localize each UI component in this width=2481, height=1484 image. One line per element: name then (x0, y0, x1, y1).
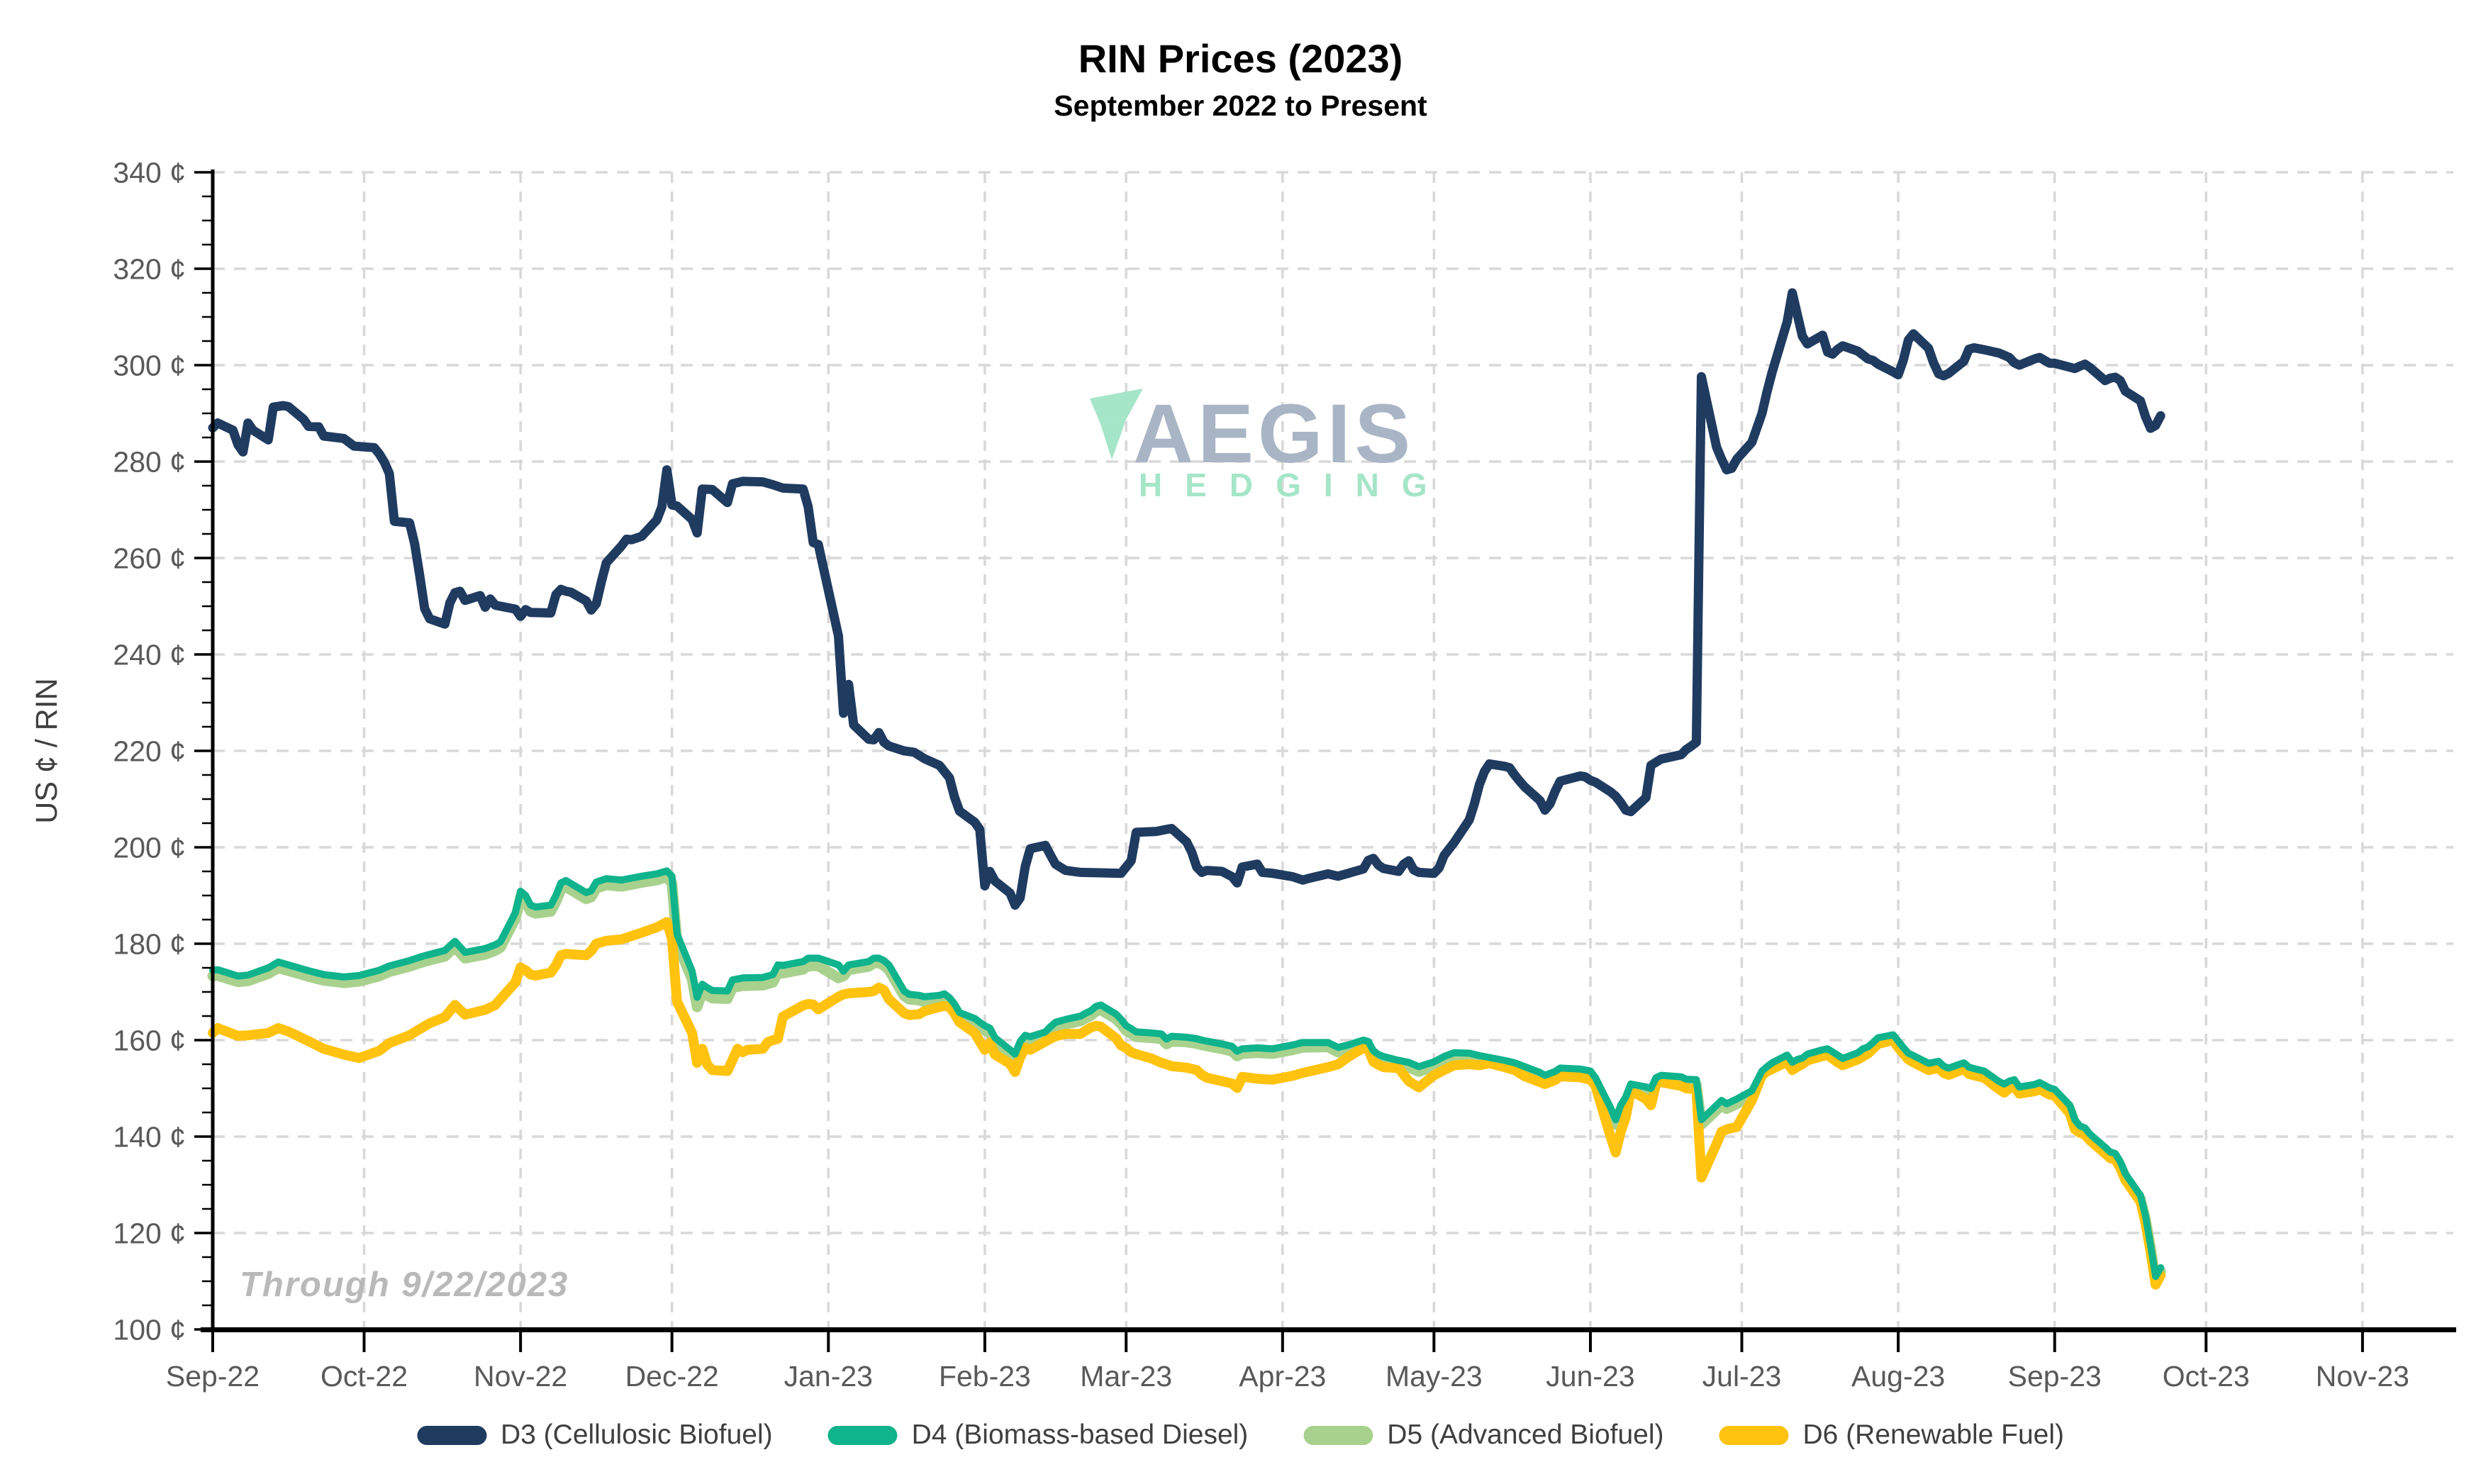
y-tick-label: 220 ¢ (113, 735, 186, 767)
y-tick-label: 260 ¢ (113, 542, 186, 574)
x-tick-label: Jun-23 (1546, 1360, 1634, 1393)
legend-item-d3: D3 (Cellulosic Biofuel) (416, 1419, 773, 1451)
y-tick-label: 300 ¢ (113, 349, 186, 381)
legend-label-d4: D4 (Biomass-based Diesel) (911, 1419, 1249, 1450)
legend-swatch-d6 (1719, 1425, 1789, 1445)
y-tick-label: 200 ¢ (113, 831, 186, 864)
x-tick-label: Sep-23 (2008, 1360, 2102, 1393)
y-tick-label: 240 ¢ (113, 638, 186, 671)
series-d6-line (208, 917, 2166, 1290)
y-tick-label: 180 ¢ (113, 927, 186, 960)
legend-swatch-d5 (1303, 1425, 1373, 1445)
y-tick-label: 160 ¢ (113, 1024, 186, 1056)
watermark-subtext: HEDGING (1139, 467, 1450, 503)
y-tick-label: 280 ¢ (113, 445, 186, 478)
chart-subtitle: September 2022 to Present (1054, 89, 1427, 122)
legend-item-d5: D5 (Advanced Biofuel) (1303, 1419, 1664, 1451)
legend-label-d5: D5 (Advanced Biofuel) (1387, 1419, 1664, 1450)
x-tick-label: Nov-23 (2316, 1360, 2409, 1393)
legend-label-d3: D3 (Cellulosic Biofuel) (500, 1419, 773, 1450)
y-tick-label: 320 ¢ (113, 252, 186, 285)
y-tick-label: 340 ¢ (113, 156, 186, 189)
legend-swatch-d3 (416, 1425, 486, 1445)
x-tick-label: Oct-23 (2163, 1360, 2250, 1393)
through-date-annotation: Through 9/22/2023 (240, 1266, 569, 1304)
y-tick-label: 100 ¢ (113, 1313, 186, 1346)
legend-item-d6: D6 (Renewable Fuel) (1719, 1419, 2065, 1451)
x-tick-label: Oct-22 (320, 1360, 408, 1393)
axes: 100 ¢ 120 ¢ 140 ¢ 160 ¢ 180 ¢ 200 ¢ 220 ¢ 240 ¢… (30, 156, 2456, 1393)
chart-legend: D3 (Cellulosic Biofuel) D4 (Biomass-based… (416, 1419, 2065, 1451)
chart-title: RIN Prices (2023) (1078, 36, 1403, 81)
series-d3-line (208, 288, 2165, 910)
x-tick-label: Jul-23 (1702, 1360, 1782, 1393)
series-d4-line (209, 867, 2165, 1281)
x-tick-label: Nov-22 (474, 1360, 567, 1393)
x-tick-label: Aug-23 (1851, 1360, 1945, 1393)
y-axis-title: US ¢ / RIN (30, 678, 64, 824)
y-tick-label: 120 ¢ (113, 1217, 186, 1249)
x-tick-label: May-23 (1386, 1360, 1483, 1393)
x-tick-label: Jan-23 (784, 1360, 873, 1393)
legend-label-d6: D6 (Renewable Fuel) (1802, 1419, 2065, 1450)
legend-swatch-d4 (827, 1425, 898, 1445)
x-tick-label: Dec-22 (625, 1360, 719, 1393)
series-lines (207, 288, 2166, 1290)
legend-item-d4: D4 (Biomass-based Diesel) (827, 1419, 1249, 1451)
x-tick-label: Apr-23 (1239, 1360, 1326, 1393)
x-tick-label: Sep-22 (166, 1360, 260, 1393)
x-tick-label: Mar-23 (1080, 1360, 1172, 1393)
watermark-text: AEGIS (1133, 387, 1415, 481)
watermark-flag-icon (1090, 389, 1143, 424)
watermark-flag-icon (1100, 420, 1126, 459)
x-tick-label: Feb-23 (939, 1360, 1031, 1393)
y-tick-label: 140 ¢ (113, 1120, 186, 1153)
